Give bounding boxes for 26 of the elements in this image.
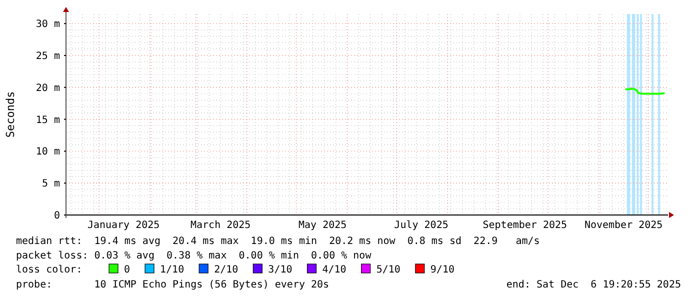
- y-tick-label: 20 m: [36, 82, 60, 94]
- y-tick-label: 0: [54, 210, 60, 222]
- legend-label: 1/10: [160, 264, 184, 276]
- x-tick-label: May 2025: [298, 220, 347, 231]
- legend-label: 3/10: [268, 264, 292, 276]
- y-tick-label: 30 m: [36, 19, 60, 30]
- y-axis-title: Seconds: [4, 91, 17, 138]
- y-tick-label: 5 m: [42, 178, 60, 190]
- y-tick-label: 25 m: [36, 50, 60, 62]
- x-tick-label: November 2025: [584, 220, 663, 231]
- x-tick-label: July 2025: [394, 220, 448, 231]
- x-tick-label: September 2025: [482, 220, 568, 231]
- text: packet loss: 0.03 % avg 0.38 % max 0.00 % min 0.00 % now: [16, 250, 372, 262]
- legend-title: loss color:: [16, 264, 82, 276]
- legend-label: 0: [124, 264, 130, 276]
- text: end: Sat Dec 6 19:20:55 2025: [506, 280, 681, 290]
- legend-label: 4/10: [322, 264, 346, 276]
- y-tick-label: 15 m: [36, 114, 60, 126]
- text: median rtt: 19.4 ms avg 20.4 ms max 19.0 ms min 20.2 ms now 0.8 ms sd 22.9 am/s: [16, 236, 540, 247]
- y-tick-label: 10 m: [36, 146, 60, 158]
- x-tick-label: January 2025: [87, 220, 160, 231]
- legend-label: 5/10: [376, 264, 400, 276]
- legend-label: 2/10: [214, 264, 238, 276]
- text: probe: 10 ICMP Echo Pings (56 Bytes) every 20s: [16, 280, 330, 290]
- x-tick-label: March 2025: [190, 220, 251, 231]
- legend-label: 9/10: [430, 264, 455, 276]
